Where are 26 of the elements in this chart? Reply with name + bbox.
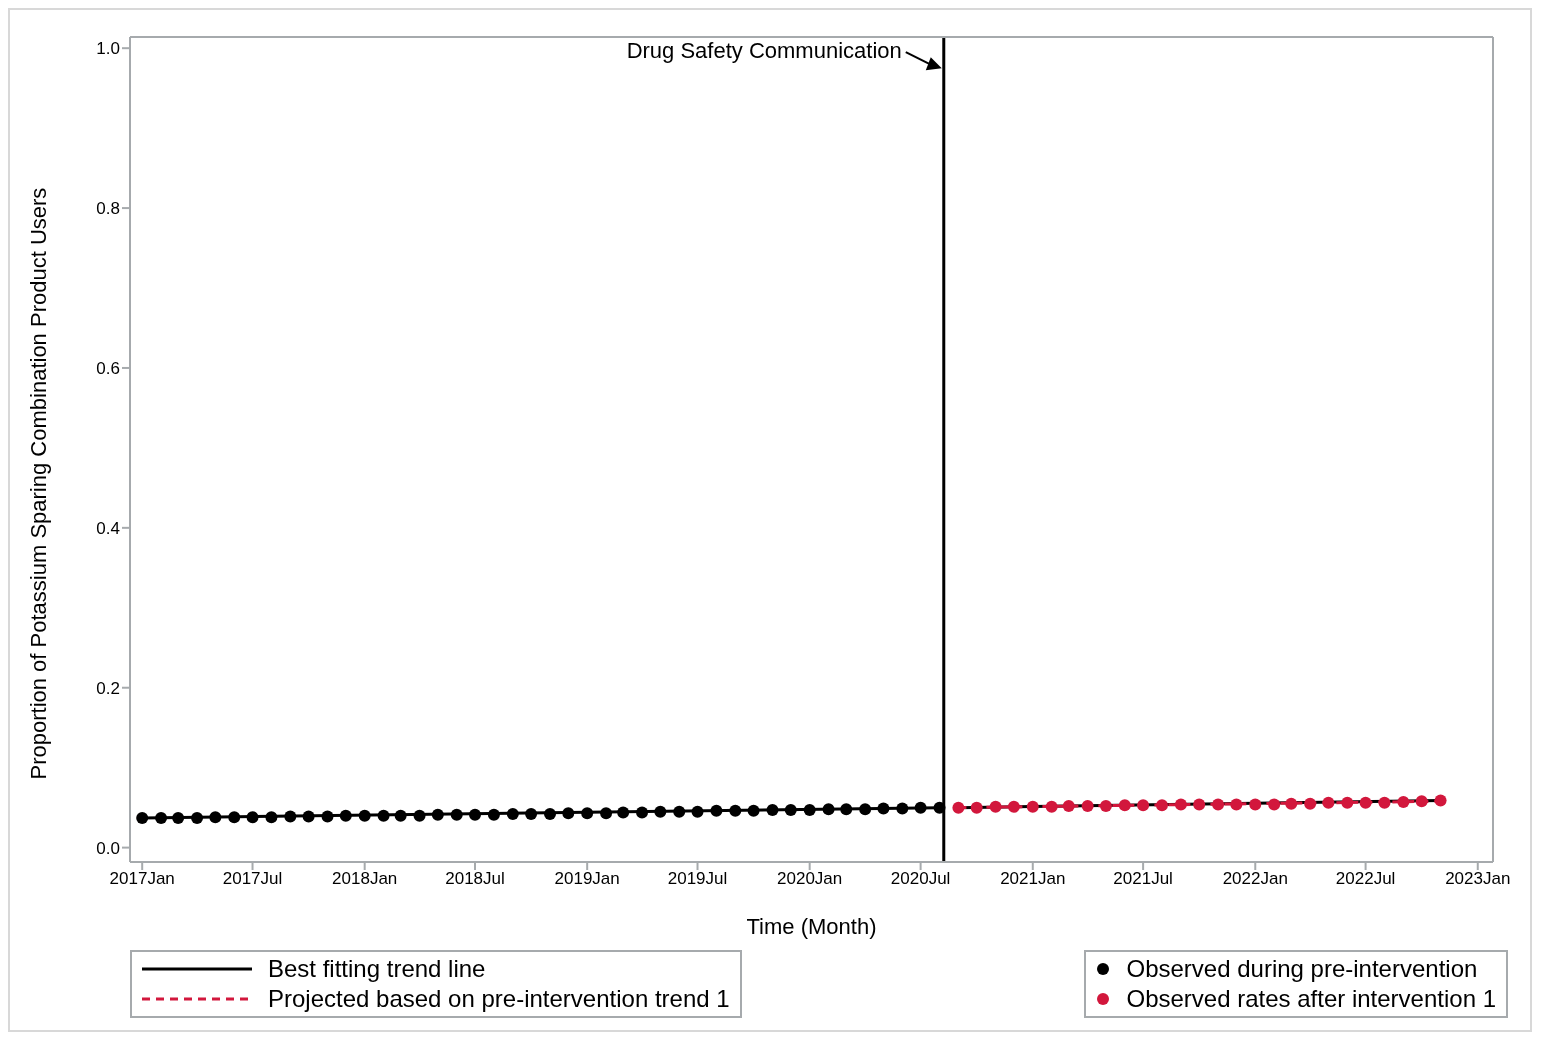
x-tick-label: 2019Jan — [554, 869, 620, 889]
x-tick-label: 2019Jul — [667, 869, 728, 889]
legend-label: Projected based on pre-intervention trend 1 — [268, 984, 730, 1014]
x-tick-label: 2018Jan — [332, 869, 398, 889]
annotation: Drug Safety Communication — [626, 38, 902, 64]
x-tick-label: 2017Jul — [222, 869, 283, 889]
x-tick-label: 2018Jul — [445, 869, 505, 889]
x-tick-label: 2022Jan — [1222, 869, 1288, 889]
y-tick-label: 0.4 — [96, 518, 120, 538]
x-tick-label: 2023Jan — [1445, 869, 1511, 889]
y-tick-label: 0.8 — [96, 199, 120, 219]
y-tick-label: 0.6 — [96, 358, 120, 378]
y-tick-label: 1.0 — [96, 39, 120, 59]
y-tick-label: 0.0 — [96, 838, 120, 858]
x-tick-label: 2017Jan — [109, 869, 175, 889]
x-tick-label: 2021Jul — [1113, 869, 1173, 889]
x-tick-label: 2021Jan — [1000, 869, 1066, 889]
x-tick-label: 2022Jul — [1335, 869, 1396, 889]
legend-label: Observed during pre-intervention — [1126, 954, 1478, 984]
legend-label: Best fitting trend line — [268, 954, 486, 984]
x-tick-label: 2020Jan — [777, 869, 843, 889]
y-tick-label: 0.2 — [96, 678, 120, 698]
x-tick-label: 2020Jul — [890, 869, 951, 889]
x-axis-title: Time (Month) — [746, 914, 877, 939]
y-axis-title: Proportion of Potassium Sparing Combination Product Users — [25, 187, 51, 780]
legend-label: Observed rates after intervention 1 — [1126, 984, 1496, 1014]
